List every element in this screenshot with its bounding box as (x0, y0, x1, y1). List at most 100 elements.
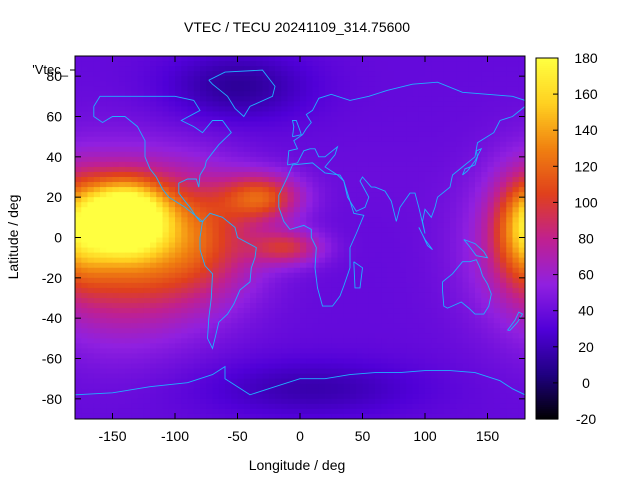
heatmap-cell (287, 182, 295, 188)
heatmap-cell (412, 136, 420, 143)
heatmap-cell (387, 192, 395, 198)
heatmap-cell (262, 388, 270, 395)
heatmap-cell (137, 303, 145, 309)
heatmap-cell (200, 192, 207, 198)
heatmap-cell (481, 328, 489, 334)
heatmap-cell (256, 207, 264, 213)
heatmap-cell (281, 308, 289, 314)
heatmap-cell (275, 338, 282, 344)
heatmap-cell (106, 207, 114, 213)
heatmap-cell (275, 156, 282, 163)
heatmap-cell (437, 136, 445, 143)
heatmap-cell (300, 282, 307, 289)
heatmap-cell (300, 383, 307, 390)
heatmap-cell (106, 272, 114, 279)
heatmap-cell (131, 338, 139, 344)
heatmap-cell (487, 171, 495, 178)
heatmap-cell (337, 303, 345, 309)
heatmap-cell (293, 81, 301, 87)
heatmap-cell (443, 277, 451, 284)
heatmap-cell (162, 333, 170, 339)
heatmap-cell (87, 217, 95, 223)
heatmap-cell (443, 333, 451, 339)
heatmap-cell (462, 227, 470, 234)
heatmap-cell (268, 398, 276, 405)
heatmap-cell (500, 257, 507, 264)
heatmap-cell (87, 257, 95, 264)
heatmap-cell (200, 393, 207, 400)
heatmap-cell (212, 227, 220, 234)
heatmap-cell (393, 171, 401, 178)
heatmap-cell (468, 96, 476, 102)
heatmap-cell (425, 338, 432, 344)
heatmap-cell (243, 373, 251, 380)
heatmap-cell (268, 227, 276, 234)
heatmap-cell (206, 171, 214, 178)
heatmap-cell (106, 166, 114, 173)
heatmap-cell (162, 197, 170, 203)
heatmap-cell (393, 96, 401, 102)
heatmap-cell (206, 106, 214, 113)
heatmap-cell (250, 257, 257, 264)
heatmap-cell (87, 222, 95, 229)
heatmap-cell (487, 383, 495, 390)
heatmap-cell (306, 292, 314, 299)
heatmap-cell (418, 262, 426, 269)
heatmap-cell (268, 267, 276, 274)
heatmap-cell (393, 212, 401, 218)
heatmap-cell (93, 267, 101, 274)
heatmap-cell (425, 156, 432, 163)
heatmap-cell (437, 343, 445, 350)
heatmap-cell (350, 187, 357, 193)
heatmap-cell (137, 202, 145, 208)
heatmap-cell (293, 171, 301, 178)
heatmap-cell (156, 111, 164, 118)
heatmap-cell (218, 277, 226, 284)
heatmap-cell (181, 81, 189, 87)
heatmap-cell (468, 166, 476, 173)
heatmap-cell (406, 353, 414, 360)
heatmap-cell (131, 141, 139, 148)
heatmap-cell (300, 141, 307, 148)
heatmap-cell (281, 368, 289, 375)
heatmap-cell (356, 247, 364, 254)
heatmap-cell (475, 106, 482, 113)
heatmap-cell (125, 287, 132, 294)
heatmap-cell (343, 313, 351, 319)
heatmap-cell (462, 333, 470, 339)
heatmap-cell (243, 171, 251, 178)
heatmap-cell (125, 252, 132, 259)
heatmap-cell (456, 106, 464, 113)
heatmap-cell (356, 101, 364, 108)
heatmap-cell (362, 177, 370, 183)
heatmap-cell (212, 378, 220, 385)
heatmap-cell (175, 207, 182, 213)
heatmap-cell (250, 393, 257, 400)
heatmap-cell (268, 393, 276, 400)
heatmap-cell (125, 156, 132, 163)
heatmap-cell (431, 393, 439, 400)
heatmap-cell (506, 348, 514, 355)
heatmap-cell (512, 71, 520, 77)
heatmap-cell (250, 66, 257, 72)
heatmap-cell (337, 368, 345, 375)
heatmap-cell (268, 76, 276, 82)
heatmap-cell (75, 272, 82, 279)
heatmap-cell (187, 161, 195, 168)
heatmap-cell (293, 353, 301, 360)
heatmap-cell (262, 171, 270, 178)
heatmap-cell (337, 353, 345, 360)
heatmap-cell (468, 267, 476, 274)
heatmap-cell (500, 86, 507, 92)
heatmap-cell (331, 91, 339, 97)
heatmap-cell (493, 343, 501, 350)
heatmap-cell (481, 378, 489, 385)
heatmap-cell (425, 363, 432, 370)
heatmap-cell (425, 106, 432, 113)
heatmap-cell (162, 71, 170, 77)
heatmap-cell (218, 227, 226, 234)
heatmap-cell (375, 338, 382, 344)
heatmap-cell (462, 242, 470, 249)
heatmap-cell (268, 232, 276, 239)
heatmap-cell (168, 91, 176, 97)
